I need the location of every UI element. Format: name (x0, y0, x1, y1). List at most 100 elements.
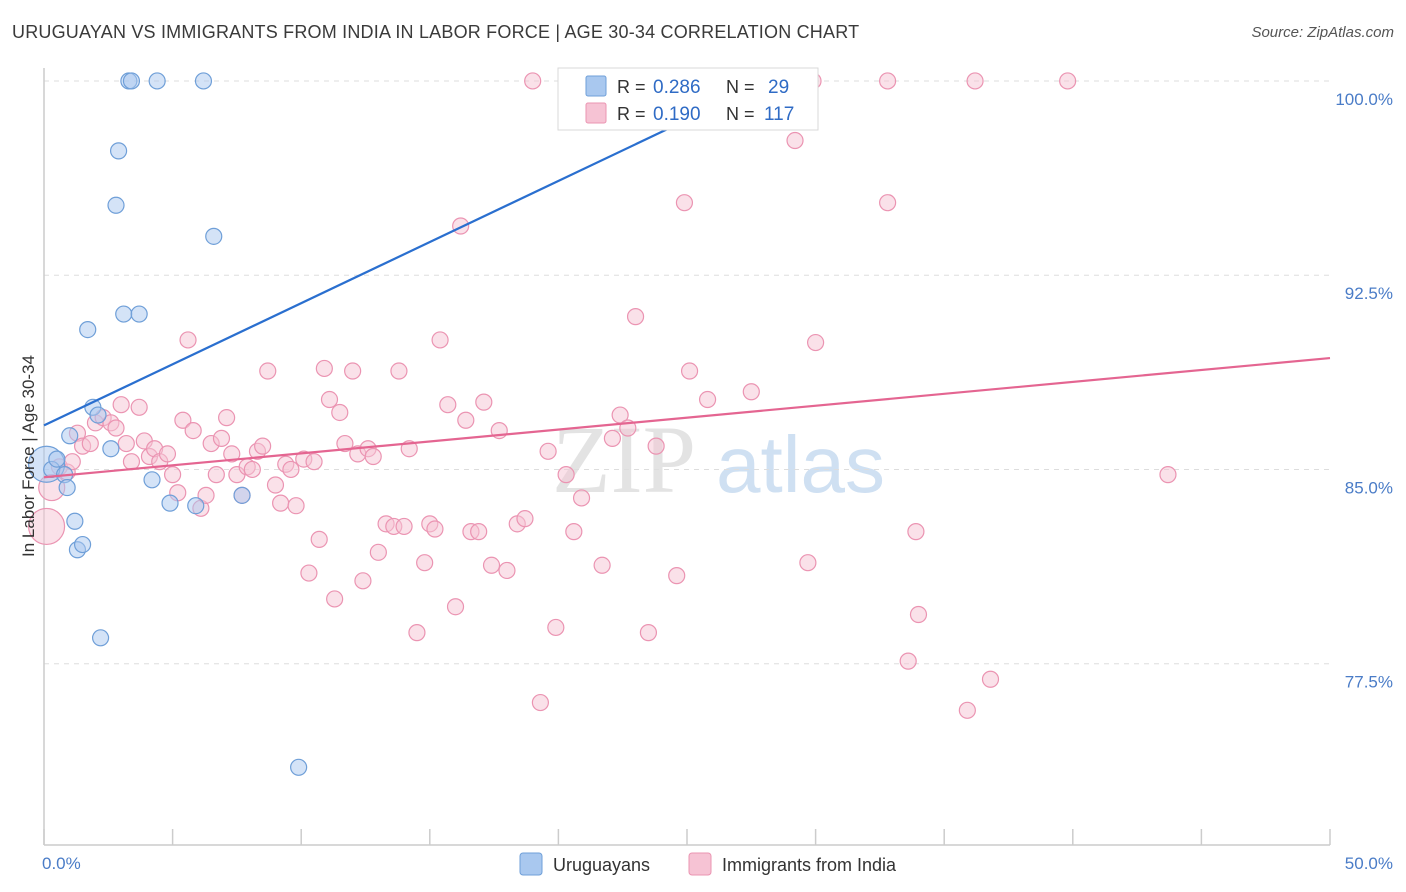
point-immigrants-from-india (122, 453, 141, 471)
legend-r-value-immigrants: 0.190 (653, 104, 701, 125)
x-ticks (43, 829, 1331, 845)
point-uruguayan (115, 305, 133, 323)
trend-line-immigrants-from-india (43, 356, 1331, 479)
point-immigrants-from-india (565, 523, 583, 541)
point-immigrants-from-india (557, 466, 575, 484)
point-immigrants-from-india (369, 543, 387, 561)
point-immigrants-from-india (158, 445, 177, 463)
point-immigrants-from-india (282, 460, 300, 479)
point-immigrants-from-india (174, 411, 192, 429)
legend-swatch-uruguayans (585, 75, 607, 97)
point-immigrants-from-india (572, 489, 591, 507)
point-immigrants-from-india (531, 693, 549, 712)
point-immigrants-from-india (1159, 466, 1177, 484)
bottom-legend-swatch-immigrants (688, 852, 712, 876)
point-immigrants-from-india (603, 429, 622, 447)
point-immigrants-from-india (320, 390, 339, 409)
point-uruguayan (102, 440, 120, 458)
legend-r-label-uruguayans: R = (617, 77, 646, 97)
point-immigrants-from-india (742, 383, 760, 401)
point-immigrants-from-india (112, 396, 130, 414)
point-immigrants-from-india (315, 359, 333, 378)
legend-n-value-immigrants: 117 (764, 104, 794, 125)
point-immigrants-from-india (431, 331, 449, 349)
bottom-legend-label-immigrants: Immigrants from India (722, 855, 897, 875)
point-uruguayan (109, 142, 128, 160)
series-uruguayans (27, 72, 665, 776)
point-immigrants-from-india (899, 652, 917, 670)
point-immigrants-from-india (197, 486, 215, 504)
point-immigrants-from-india (475, 393, 493, 411)
point-immigrants-from-india (184, 422, 202, 440)
chart-source: Source: ZipAtlas.com (1251, 24, 1394, 41)
point-immigrants-from-india (639, 624, 658, 642)
point-immigrants-from-india (212, 429, 231, 447)
legend-swatch-immigrants (585, 102, 607, 124)
point-immigrants-from-india (179, 331, 197, 349)
point-uruguayan (148, 72, 166, 90)
point-immigrants-from-india (698, 390, 717, 409)
x-tick-label-max: 50.0% (1345, 854, 1393, 873)
x-tick-label-min: 0.0% (42, 854, 81, 873)
point-immigrants-from-india (799, 554, 817, 572)
point-immigrants-from-india (482, 556, 501, 574)
point-uruguayan (61, 427, 79, 445)
point-immigrants-from-india (130, 398, 148, 416)
bottom-legend: Uruguayans Immigrants from India (519, 852, 897, 876)
point-uruguayan (91, 629, 110, 647)
point-immigrants-from-india (806, 333, 825, 352)
point-immigrants-from-india (426, 520, 444, 538)
point-immigrants-from-india (331, 403, 349, 422)
point-uruguayan (205, 227, 223, 245)
point-immigrants-from-india (439, 396, 457, 414)
point-uruguayan (73, 535, 92, 554)
point-immigrants-from-india (164, 466, 182, 484)
chart-title: URUGUAYAN VS IMMIGRANTS FROM INDIA IN LA… (12, 22, 860, 42)
point-uruguayan (122, 72, 141, 90)
point-immigrants-from-india (680, 362, 699, 380)
bottom-legend-label-uruguayans: Uruguayans (553, 855, 650, 875)
y-tick-label: 100.0% (1335, 90, 1393, 109)
legend-r-value-uruguayans: 0.286 (653, 77, 701, 98)
point-uruguayan (79, 320, 97, 339)
series-immigrants-from-india (27, 72, 1177, 719)
point-uruguayan (187, 497, 205, 515)
point-immigrants-from-india (966, 72, 984, 90)
point-immigrants-from-india (446, 598, 465, 616)
point-uruguayan (143, 471, 161, 489)
point-immigrants-from-india (344, 362, 362, 380)
point-immigrants-from-india (647, 437, 665, 455)
point-immigrants-from-india (879, 72, 897, 90)
point-immigrants-from-india (539, 442, 557, 460)
point-immigrants-from-india (786, 131, 804, 150)
point-uruguayan (89, 406, 107, 424)
point-immigrants-from-india (254, 437, 272, 455)
point-immigrants-from-india (981, 670, 1000, 688)
point-immigrants-from-india (27, 507, 66, 546)
point-immigrants-from-india (668, 567, 686, 585)
point-uruguayan (66, 512, 84, 530)
point-immigrants-from-india (310, 530, 328, 548)
point-immigrants-from-india (107, 419, 125, 437)
point-uruguayan (107, 196, 125, 214)
point-immigrants-from-india (223, 445, 241, 463)
legend-n-label-uruguayans: N = (726, 77, 755, 97)
bottom-legend-swatch-uruguayans (519, 852, 543, 876)
legend-n-value-uruguayans: 29 (768, 77, 789, 98)
trend-lines (43, 118, 1331, 479)
legend-r-label-immigrants: R = (617, 104, 646, 124)
point-immigrants-from-india (243, 460, 261, 479)
point-immigrants-from-india (408, 624, 426, 642)
point-uruguayan (290, 758, 308, 776)
point-immigrants-from-india (305, 453, 323, 471)
point-immigrants-from-india (390, 362, 408, 380)
point-immigrants-from-india (207, 466, 225, 484)
y-tick-label: 77.5% (1345, 673, 1393, 692)
point-immigrants-from-india (470, 523, 488, 541)
watermark: ZIP atlas (552, 406, 885, 513)
point-immigrants-from-india (266, 476, 285, 494)
point-immigrants-from-india (452, 217, 470, 235)
point-immigrants-from-india (395, 517, 413, 536)
point-immigrants-from-india (909, 605, 928, 624)
